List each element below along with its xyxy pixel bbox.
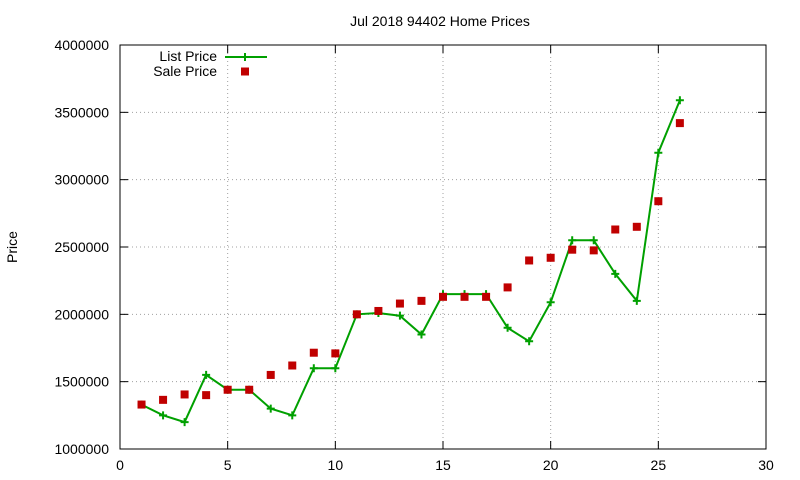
sale-price-point — [266, 370, 275, 379]
sale-price-point — [589, 246, 598, 255]
x-tick-label: 15 — [435, 457, 451, 473]
sale-price-point — [245, 385, 254, 394]
list-price-point — [202, 370, 211, 379]
grid-lines — [120, 45, 766, 449]
sale-price-point — [331, 349, 340, 358]
sale-price-point — [460, 292, 469, 301]
x-axis: 0 5 10 15 20 25 30 — [116, 45, 774, 473]
x-tick-label: 25 — [651, 457, 667, 473]
list-price-point — [266, 404, 275, 413]
list-price-point — [180, 418, 189, 427]
legend: List Price Sale Price — [153, 48, 267, 79]
sale-price-point — [159, 395, 168, 404]
list-price-point — [568, 236, 577, 245]
list-price-point — [288, 411, 297, 420]
sale-price-point — [180, 390, 189, 399]
list-price-point — [654, 148, 663, 157]
list-price-point — [159, 411, 168, 420]
sale-price-point — [482, 292, 491, 301]
list-price-point — [309, 364, 318, 373]
sale-price-point — [223, 385, 232, 394]
sale-price-point — [288, 361, 297, 370]
sale-price-point — [395, 299, 404, 308]
y-axis: 1000000 1500000 2000000 2500000 3000000 35000… — [54, 37, 766, 457]
legend-marker-list-price — [241, 53, 249, 61]
list-price-point — [395, 311, 404, 320]
sale-price-point — [632, 222, 641, 231]
sale-price-point — [137, 400, 146, 409]
legend-label-list-price: List Price — [159, 48, 217, 64]
chart-title: Jul 2018 94402 Home Prices — [350, 13, 530, 29]
y-tick-label: 1500000 — [54, 374, 109, 390]
x-tick-label: 20 — [543, 457, 559, 473]
list-price-point — [331, 364, 340, 373]
sale-price-point — [611, 225, 620, 234]
y-axis-label: Price — [4, 231, 20, 263]
sale-price-point — [202, 391, 211, 400]
x-tick-label: 30 — [758, 457, 774, 473]
y-tick-label: 2000000 — [54, 306, 109, 322]
x-tick-label: 5 — [224, 457, 232, 473]
sale-price-point — [546, 253, 555, 262]
legend-label-sale-price: Sale Price — [153, 63, 217, 79]
sale-price-point — [439, 292, 447, 301]
list-price-point — [611, 269, 620, 278]
x-tick-label: 10 — [328, 457, 344, 473]
list-price-point — [589, 236, 598, 245]
list-price-point — [632, 296, 641, 305]
list-price-point — [546, 298, 555, 307]
sale-price-point — [309, 348, 318, 357]
legend-marker-sale-price — [241, 67, 249, 76]
sale-price-point — [654, 197, 663, 206]
y-tick-label: 3500000 — [54, 104, 109, 120]
x-tick-label: 0 — [116, 457, 124, 473]
list-price-point — [675, 96, 684, 105]
y-tick-label: 4000000 — [54, 37, 109, 53]
sale-price-point — [374, 306, 383, 315]
series-list-price — [137, 96, 684, 427]
list-price-point — [417, 330, 426, 339]
sale-price-point — [503, 283, 512, 292]
list-price-point — [503, 323, 512, 332]
series-sale-price — [137, 119, 684, 409]
sale-price-point — [675, 119, 684, 128]
sale-price-point — [568, 245, 577, 254]
sale-price-point — [417, 296, 426, 305]
list-price-point — [525, 337, 534, 346]
sale-price-point — [525, 256, 534, 265]
y-tick-label: 2500000 — [54, 239, 109, 255]
sale-price-point — [352, 310, 361, 319]
list-price-line — [141, 99, 681, 424]
y-tick-label: 1000000 — [54, 441, 109, 457]
y-tick-label: 3000000 — [54, 172, 109, 188]
